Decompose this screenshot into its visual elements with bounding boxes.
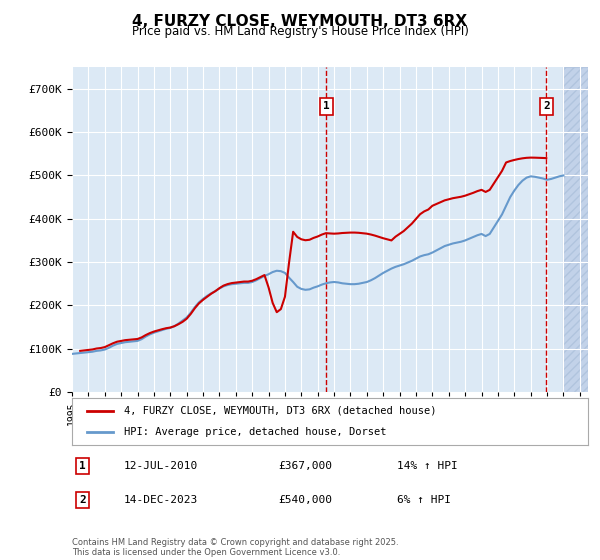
Text: 2: 2 — [543, 101, 550, 111]
Text: Price paid vs. HM Land Registry's House Price Index (HPI): Price paid vs. HM Land Registry's House … — [131, 25, 469, 38]
Text: 12-JUL-2010: 12-JUL-2010 — [124, 461, 198, 471]
Bar — [563, 67, 588, 392]
Text: 1: 1 — [323, 101, 330, 111]
Text: Contains HM Land Registry data © Crown copyright and database right 2025.
This d: Contains HM Land Registry data © Crown c… — [72, 538, 398, 557]
Text: 4, FURZY CLOSE, WEYMOUTH, DT3 6RX: 4, FURZY CLOSE, WEYMOUTH, DT3 6RX — [133, 14, 467, 29]
Text: HPI: Average price, detached house, Dorset: HPI: Average price, detached house, Dors… — [124, 427, 386, 437]
Text: £367,000: £367,000 — [278, 461, 332, 471]
Text: 2: 2 — [79, 495, 86, 505]
Text: £540,000: £540,000 — [278, 495, 332, 505]
Text: 1: 1 — [79, 461, 86, 471]
Text: 6% ↑ HPI: 6% ↑ HPI — [397, 495, 451, 505]
Text: 14-DEC-2023: 14-DEC-2023 — [124, 495, 198, 505]
Text: 4, FURZY CLOSE, WEYMOUTH, DT3 6RX (detached house): 4, FURZY CLOSE, WEYMOUTH, DT3 6RX (detac… — [124, 406, 436, 416]
Text: 14% ↑ HPI: 14% ↑ HPI — [397, 461, 458, 471]
Bar — [563, 67, 588, 392]
